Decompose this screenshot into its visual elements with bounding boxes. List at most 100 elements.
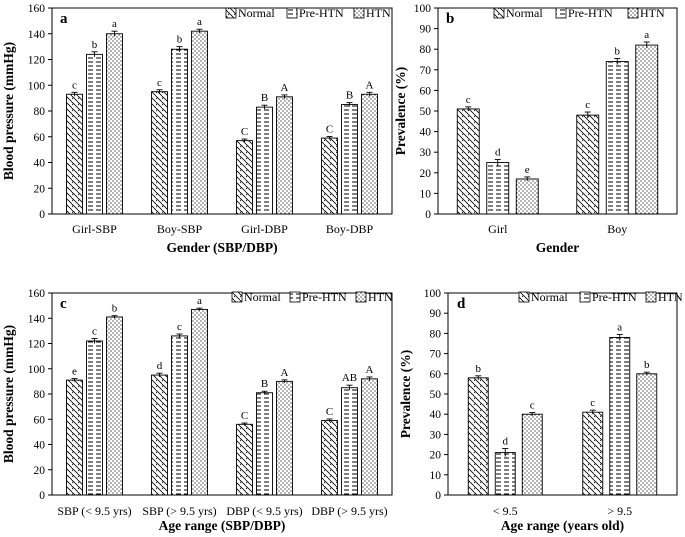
significance-label: B xyxy=(346,90,353,102)
bar-pre-htn-4 xyxy=(341,387,358,496)
legend-swatch-normal xyxy=(231,291,243,303)
y-tick-label: 120 xyxy=(28,339,46,351)
significance-label: b xyxy=(476,363,482,375)
x-axis-title: Gender xyxy=(536,240,580,255)
legend-label: Normal xyxy=(244,290,281,304)
bar-normal-3 xyxy=(236,140,253,215)
significance-label: d xyxy=(495,146,501,158)
legend-swatch-normal xyxy=(225,7,237,19)
legend-swatch-pre-htn xyxy=(286,7,298,19)
significance-label: A xyxy=(366,364,374,376)
bar-pre-htn-4 xyxy=(341,104,358,215)
significance-label: C xyxy=(326,123,333,135)
x-category-label: DBP (> 9.5 yrs) xyxy=(311,504,387,518)
y-tick-label: 40 xyxy=(420,127,432,139)
y-tick-label: 30 xyxy=(430,429,442,441)
plot-frame xyxy=(51,7,393,215)
significance-label: a xyxy=(617,321,622,333)
x-category-label: Girl-DBP xyxy=(241,222,288,236)
significance-label: B xyxy=(261,378,268,390)
bar-htn-3 xyxy=(276,96,293,215)
plot-frame xyxy=(51,292,393,496)
significance-label: c xyxy=(72,79,77,91)
y-tick-label: 120 xyxy=(28,55,46,67)
bar-pre-htn-1 xyxy=(86,53,103,215)
chart-panel-d: 0 10 20 30 40 50 60 70 80 90 100 b d c < 9.5 c a b > 9.5 No… xyxy=(398,288,683,533)
bar-htn-1 xyxy=(106,316,123,496)
significance-label: b xyxy=(92,39,98,51)
x-category-label: Boy-SBP xyxy=(157,222,203,236)
bar-normal-4 xyxy=(321,420,338,496)
significance-label: A xyxy=(281,82,289,94)
significance-label: C xyxy=(326,406,333,418)
y-tick-label: 70 xyxy=(430,349,442,361)
legend-label: Pre-HTN xyxy=(299,6,344,20)
bar-normal-3 xyxy=(236,423,253,496)
x-category-label: Boy-DBP xyxy=(326,222,374,236)
significance-label: e xyxy=(525,164,530,176)
significance-label: b xyxy=(177,34,183,46)
y-tick-label: 40 xyxy=(34,158,46,170)
legend-label: Normal xyxy=(238,6,275,20)
significance-label: a xyxy=(112,18,117,30)
legend-label: HTN xyxy=(368,290,393,304)
y-tick-label: 100 xyxy=(414,3,432,15)
panel-label: b xyxy=(446,11,454,27)
y-tick-label: 80 xyxy=(420,44,432,56)
bar-pre-htn-2 xyxy=(609,336,631,496)
bar-htn-4 xyxy=(361,378,378,496)
bar-pre-htn-2 xyxy=(605,61,629,215)
bar-pre-htn-2 xyxy=(171,48,188,215)
legend-label: Normal xyxy=(531,290,568,304)
bar-htn-2 xyxy=(635,44,659,215)
x-category-label: Girl xyxy=(488,222,508,236)
bar-htn-3 xyxy=(276,380,293,496)
bar-pre-htn-2 xyxy=(171,335,188,496)
significance-label: c xyxy=(177,321,182,333)
significance-label: b xyxy=(644,359,650,371)
bar-htn-1 xyxy=(521,413,543,496)
bar-pre-htn-3 xyxy=(256,392,273,496)
y-axis-title: Prevalence (%) xyxy=(398,350,413,439)
bar-normal-4 xyxy=(321,137,338,215)
significance-label: AB xyxy=(342,372,357,384)
legend-swatch-pre-htn xyxy=(289,291,301,303)
legend-swatch-pre-htn xyxy=(555,7,567,19)
significance-label: B xyxy=(261,92,268,104)
significance-label: a xyxy=(197,16,202,28)
chart-panel-b: 0 10 20 30 40 50 60 70 80 90 100 c d e Girl c b a Boy Norma… xyxy=(393,3,678,255)
bar-normal-1 xyxy=(456,108,480,215)
significance-label: c xyxy=(530,400,535,412)
bar-normal-2 xyxy=(151,374,168,496)
significance-label: C xyxy=(241,410,248,422)
x-category-label: Girl-SBP xyxy=(72,222,117,236)
y-tick-label: 100 xyxy=(424,288,442,300)
bar-htn-2 xyxy=(636,373,658,496)
bar-htn-1 xyxy=(515,178,539,215)
legend-label: HTN xyxy=(640,6,665,20)
bar-normal-1 xyxy=(467,377,489,496)
bar-htn-2 xyxy=(191,308,208,496)
legend-swatch-normal xyxy=(493,7,505,19)
y-tick-label: 90 xyxy=(420,24,432,36)
y-tick-label: 10 xyxy=(430,470,442,482)
significance-label: d xyxy=(157,360,163,372)
legend-swatch-htn xyxy=(353,7,365,19)
significance-label: c xyxy=(466,94,471,106)
y-tick-label: 90 xyxy=(430,308,442,320)
legend-label: Normal xyxy=(506,6,543,20)
y-tick-label: 80 xyxy=(34,106,46,118)
bar-pre-htn-1 xyxy=(86,340,103,496)
x-category-label: SBP (> 9.5 yrs) xyxy=(142,504,216,518)
y-tick-label: 80 xyxy=(34,389,46,401)
legend-swatch-normal xyxy=(518,291,530,303)
significance-label: c xyxy=(157,77,162,89)
y-tick-label: 60 xyxy=(420,85,432,97)
y-axis-title: Blood pressure (mmHg) xyxy=(1,325,16,463)
x-category-label: > 9.5 xyxy=(607,504,632,518)
y-tick-label: 70 xyxy=(420,65,432,77)
x-axis-title: Age range (SBP/DBP) xyxy=(159,518,286,533)
y-tick-label: 50 xyxy=(430,389,442,401)
significance-label: b xyxy=(615,45,621,57)
legend-swatch-pre-htn xyxy=(579,291,591,303)
